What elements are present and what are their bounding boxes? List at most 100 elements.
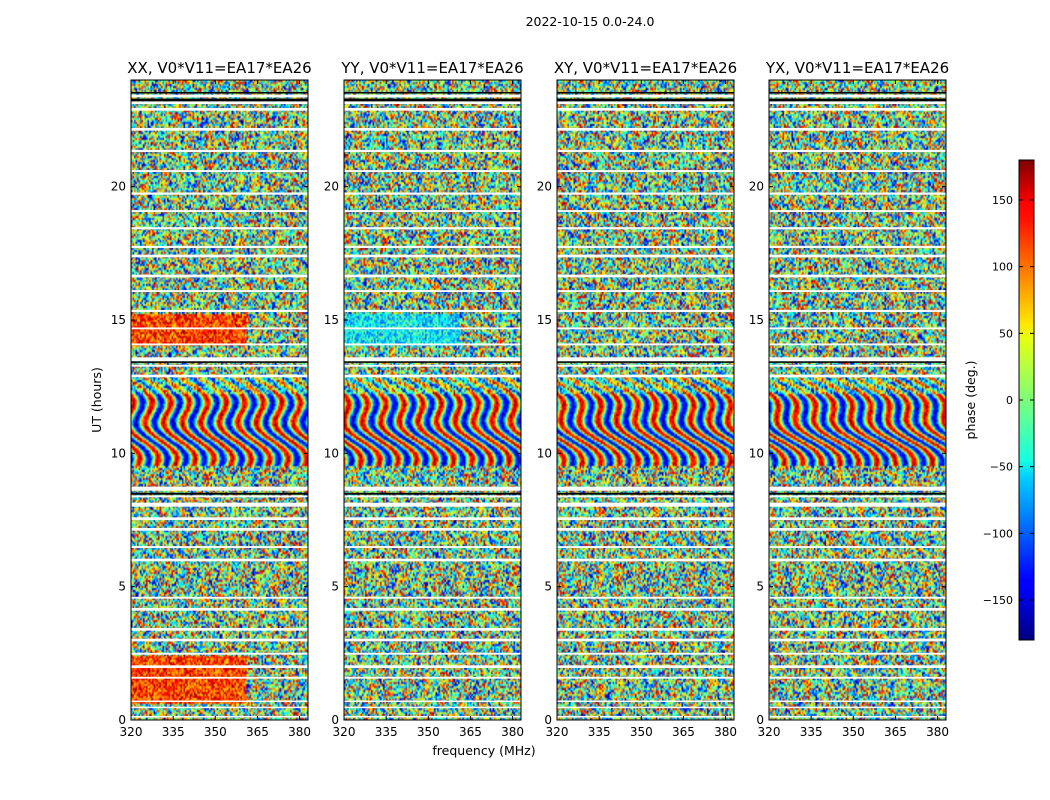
flagged-band [769, 274, 946, 278]
y-axis-label: UT (hours) [89, 367, 104, 433]
x-tick-label: 320 [120, 725, 143, 739]
flagged-band [769, 227, 946, 230]
black-band [557, 92, 734, 94]
flagged-band [557, 608, 734, 611]
flagged-band [344, 210, 521, 212]
flagged-band [769, 170, 946, 172]
flagged-band [557, 495, 734, 498]
flagged-band [769, 652, 946, 655]
flagged-band [769, 327, 946, 330]
flagged-band [769, 517, 946, 520]
black-band [769, 492, 946, 495]
flagged-band [131, 327, 308, 330]
flagged-band [557, 652, 734, 655]
y-tick-label: 15 [111, 313, 126, 327]
flagged-band [769, 502, 946, 507]
flagged-band [557, 108, 734, 111]
flagged-band [557, 706, 734, 709]
y-tick-label: 10 [537, 446, 552, 460]
x-tick-label: 350 [204, 725, 227, 739]
black-band [557, 361, 734, 363]
y-tick-label: 10 [749, 446, 764, 460]
flagged-band [557, 309, 734, 312]
flagged-band [131, 245, 308, 248]
y-tick-label: 15 [537, 313, 552, 327]
flagged-band [344, 357, 521, 362]
colorbar-tick-label: 150 [992, 194, 1013, 207]
flagged-band [131, 128, 308, 131]
flagged-band [131, 558, 308, 562]
x-tick-label: 350 [417, 725, 440, 739]
flagged-band [131, 628, 308, 631]
flagged-band [557, 638, 734, 642]
flagged-band [557, 128, 734, 131]
flagged-band [557, 149, 734, 152]
black-band [769, 361, 946, 363]
flagged-band [769, 94, 946, 98]
flagged-band [344, 638, 521, 642]
flagged-band [131, 502, 308, 507]
flagged-band [557, 227, 734, 230]
flagged-band [344, 245, 521, 248]
panel-frame [556, 79, 735, 721]
flagged-band [769, 343, 946, 346]
y-tick-label: 0 [331, 713, 339, 727]
flagged-band [769, 596, 946, 599]
colorbar-tick-label: −150 [983, 594, 1013, 607]
flagged-band [769, 309, 946, 312]
flagged-band [131, 546, 308, 548]
flagged-band [769, 192, 946, 195]
flagged-band [131, 596, 308, 599]
flagged-band [557, 94, 734, 98]
x-tick-label: 335 [588, 725, 611, 739]
flagged-band [131, 638, 308, 642]
colorbar-tick-label: 50 [999, 327, 1013, 340]
heatmap-image [557, 80, 734, 720]
flagged-band [344, 343, 521, 346]
y-tick-label: 5 [544, 580, 552, 594]
y-tick-label: 5 [756, 580, 764, 594]
flagged-band [769, 486, 946, 491]
y-tick-label: 10 [324, 446, 339, 460]
flagged-band [769, 528, 946, 531]
flagged-band [769, 638, 946, 642]
flagged-band [769, 290, 946, 292]
flagged-band [769, 101, 946, 104]
colorbar-tick-label: −100 [983, 527, 1013, 540]
colorbar-tick-label: −50 [990, 461, 1013, 474]
y-tick-label: 15 [324, 313, 339, 327]
flagged-band [344, 374, 521, 378]
black-band [557, 492, 734, 495]
flagged-band [557, 364, 734, 367]
flagged-band [769, 364, 946, 367]
flagged-band [131, 149, 308, 152]
flagged-band [344, 517, 521, 520]
flagged-band [131, 716, 308, 718]
x-tick-label: 380 [288, 725, 311, 739]
x-tick-label: 365 [459, 725, 482, 739]
panel-frame [130, 79, 309, 721]
flagged-band [769, 245, 946, 248]
black-band [131, 361, 308, 363]
flagged-band [557, 628, 734, 631]
flagged-band [344, 596, 521, 599]
colorbar-ticks: −150 −100 −50 0 50 100 150 [983, 194, 1034, 607]
flagged-band [769, 108, 946, 111]
flagged-band [557, 254, 734, 258]
flagged-band [344, 652, 521, 655]
flagged-band [131, 700, 308, 703]
flagged-band [769, 716, 946, 718]
flagged-band [344, 676, 521, 679]
flagged-band [131, 210, 308, 212]
flagged-band [131, 192, 308, 195]
flagged-band [557, 665, 734, 668]
flagged-band [344, 486, 521, 491]
flagged-band [769, 254, 946, 258]
y-tick-label: 5 [118, 580, 126, 594]
heatmap-image [769, 80, 946, 720]
x-tick-label: 380 [714, 725, 737, 739]
black-band [131, 98, 308, 102]
x-tick-label: 365 [246, 725, 269, 739]
black-band [344, 492, 521, 495]
flagged-band [769, 700, 946, 703]
